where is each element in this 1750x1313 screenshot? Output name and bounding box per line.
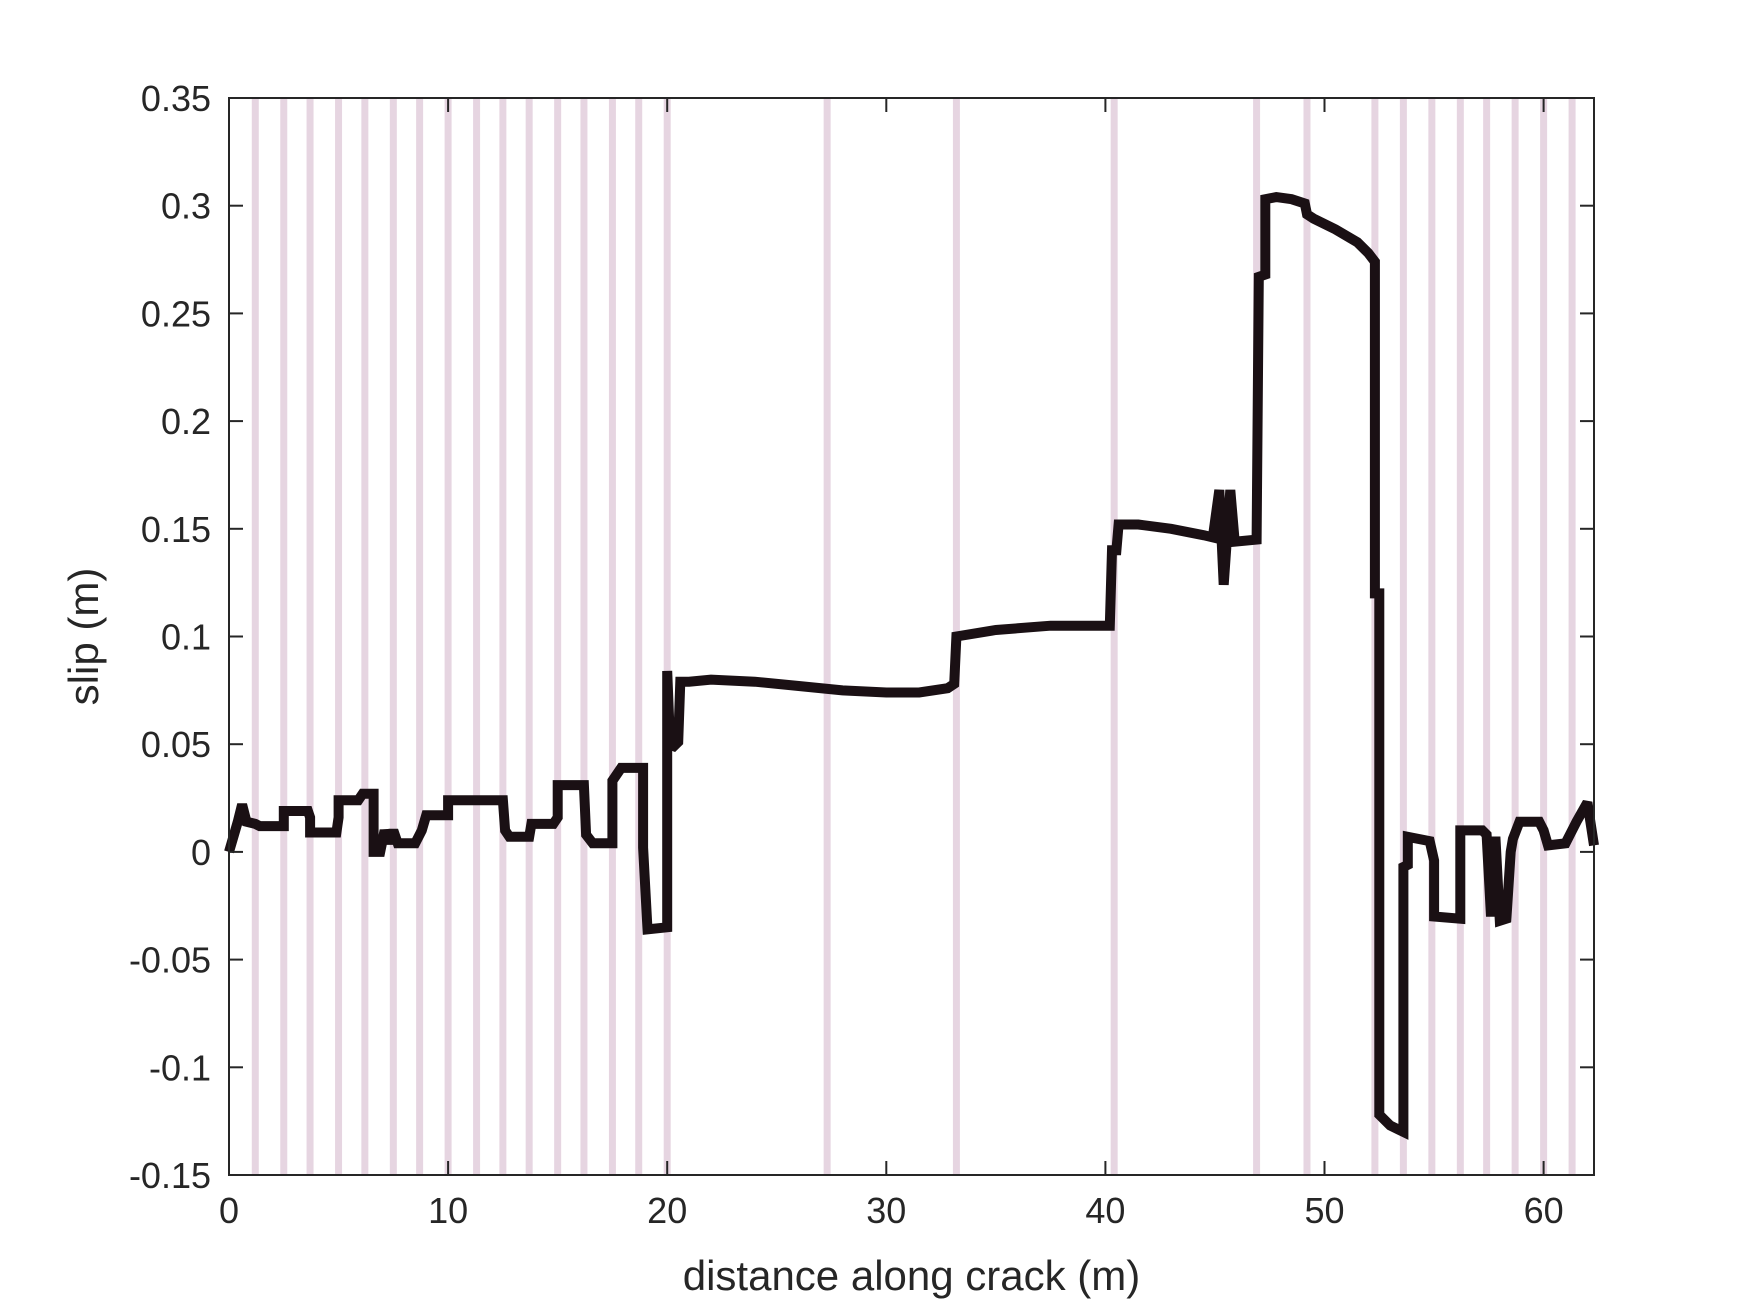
y-tick-label: 0.25 — [141, 293, 211, 334]
y-axis-ticks: -0.15 -0.1 -0.05 0 0.05 0.1 0.15 0.2 0.25 0.3 0.35 — [129, 78, 1594, 1196]
x-tick-label: 10 — [428, 1190, 468, 1231]
x-axis-ticks: 0 10 20 30 40 50 60 — [219, 98, 1564, 1231]
axes-box — [228, 97, 1595, 1176]
y-tick-label: 0.1 — [161, 617, 211, 658]
x-tick-label: 30 — [866, 1190, 906, 1231]
y-tick-label: 0.2 — [161, 401, 211, 442]
x-tick-label: 20 — [647, 1190, 687, 1231]
x-tick-label: 60 — [1524, 1190, 1564, 1231]
y-tick-label: -0.05 — [129, 940, 211, 981]
slip-series-line — [224, 192, 1599, 1140]
plot-area — [224, 192, 1599, 1140]
y-tick-label: 0.3 — [161, 186, 211, 227]
y-tick-label: 0 — [191, 832, 211, 873]
y-tick-label: -0.15 — [129, 1155, 211, 1196]
y-axis-label: slip (m) — [60, 568, 107, 706]
x-tick-label: 50 — [1304, 1190, 1344, 1231]
x-axis-label: distance along crack (m) — [683, 1252, 1141, 1299]
y-tick-label: 0.35 — [141, 78, 211, 119]
y-tick-label: -0.1 — [149, 1047, 211, 1088]
y-tick-label: 0.05 — [141, 724, 211, 765]
x-tick-label: 40 — [1085, 1190, 1125, 1231]
y-tick-label: 0.15 — [141, 509, 211, 550]
x-tick-label: 0 — [219, 1190, 239, 1231]
